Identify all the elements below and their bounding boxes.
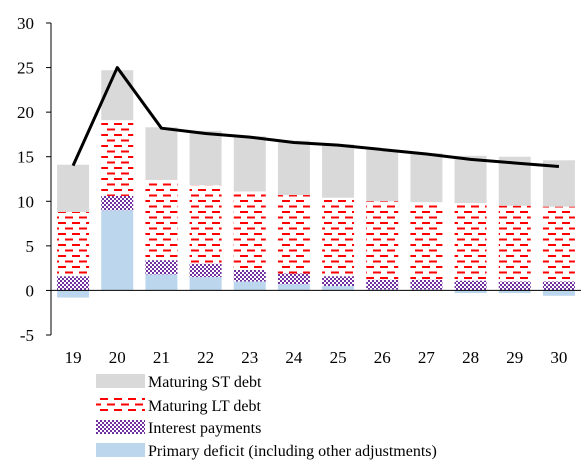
x-tick-label: 28 [462,348,479,367]
bar-primary-30 [542,290,575,296]
y-tick-label: 5 [26,237,35,256]
bar-interest-25 [322,276,355,286]
bar-interest-21 [145,260,178,275]
bar-st-25 [322,144,355,198]
bar-lt-23 [233,191,266,270]
bar-lt-26 [366,201,399,280]
bar-st-26 [366,149,399,202]
x-tick-label: 26 [374,348,391,367]
bar-lt-21 [145,179,178,261]
x-tick-label: 21 [153,348,170,367]
bar-lt-25 [322,197,355,277]
bar-lt-27 [410,202,443,280]
legend-swatch-interest [96,420,145,434]
legend-swatch-primary [96,443,145,457]
bar-st-27 [410,153,443,203]
line-layer [71,66,560,169]
bar-lt-30 [542,206,575,282]
bar-interest-20 [101,195,134,211]
bar-st-20 [101,70,134,121]
y-tick-label: 25 [17,59,34,78]
bar-interest-26 [366,279,399,290]
bar-st-19 [57,164,90,212]
bar-lt-22 [189,185,222,264]
bar-st-23 [233,136,266,192]
legend-item-primary: Primary deficit (including other adjustm… [96,443,437,460]
legend-swatch-st [96,374,145,388]
x-tick-label: 27 [418,348,436,367]
bar-st-28 [454,155,487,204]
legend-item-st: Maturing ST debt [96,374,262,391]
x-tick-label: 19 [65,348,82,367]
legend-swatch-lt [96,398,145,412]
legend-label-st: Maturing ST debt [148,374,262,391]
legend: Maturing ST debt Maturing LT debt Interest… [96,374,437,460]
bar-primary-25 [322,285,355,291]
legend-label-interest: Interest payments [148,420,261,437]
bar-primary-19 [57,290,90,298]
bar-st-24 [277,140,310,196]
bar-primary-29 [498,290,531,294]
bar-interest-28 [454,280,487,291]
bar-interest-22 [189,263,222,278]
x-tick-label: 29 [506,348,523,367]
bar-interest-23 [233,269,266,282]
bar-interest-19 [57,276,90,291]
bar-primary-20 [101,210,134,291]
bar-interest-27 [410,279,443,290]
total-gfn-line [71,66,560,169]
bar-interest-24 [277,273,310,285]
y-tick-label: -5 [20,326,34,345]
bar-st-21 [145,127,178,180]
axes-layer: -5 0 5 10 15 20 25 30 19 20 21 22 23 24 25 26 27 28 29 30 [17,14,581,367]
bar-lt-19 [57,211,90,277]
x-tick-label: 23 [241,348,258,367]
bar-lt-24 [277,195,310,274]
bar-primary-21 [145,274,178,291]
legend-item-lt: Maturing LT debt [96,398,261,415]
y-tick-label: 20 [17,103,34,122]
bar-lt-20 [101,120,134,196]
bar-st-22 [189,130,222,186]
bar-st-30 [542,160,575,207]
x-tick-label: 22 [197,348,214,367]
x-tick-label: 24 [285,348,303,367]
legend-item-interest: Interest payments [96,420,261,437]
x-tick-label: 25 [330,348,347,367]
y-tick-label: 30 [17,14,34,33]
x-tick-label: 30 [550,348,567,367]
y-tick-label: 15 [17,148,34,167]
bar-primary-22 [189,277,222,291]
bar-lt-28 [454,203,487,281]
y-tick-label: 10 [17,192,34,211]
bar-lt-29 [498,205,531,282]
y-tick-label: 0 [26,281,35,300]
bar-primary-28 [454,290,487,294]
x-tick-label: 20 [109,348,126,367]
bar-primary-23 [233,281,266,291]
legend-label-lt: Maturing LT debt [148,398,261,415]
bars-layer [57,70,575,298]
bar-interest-30 [542,281,575,291]
bar-interest-29 [498,281,531,291]
bar-primary-24 [277,284,310,291]
legend-label-primary: Primary deficit (including other adjustm… [148,443,437,460]
